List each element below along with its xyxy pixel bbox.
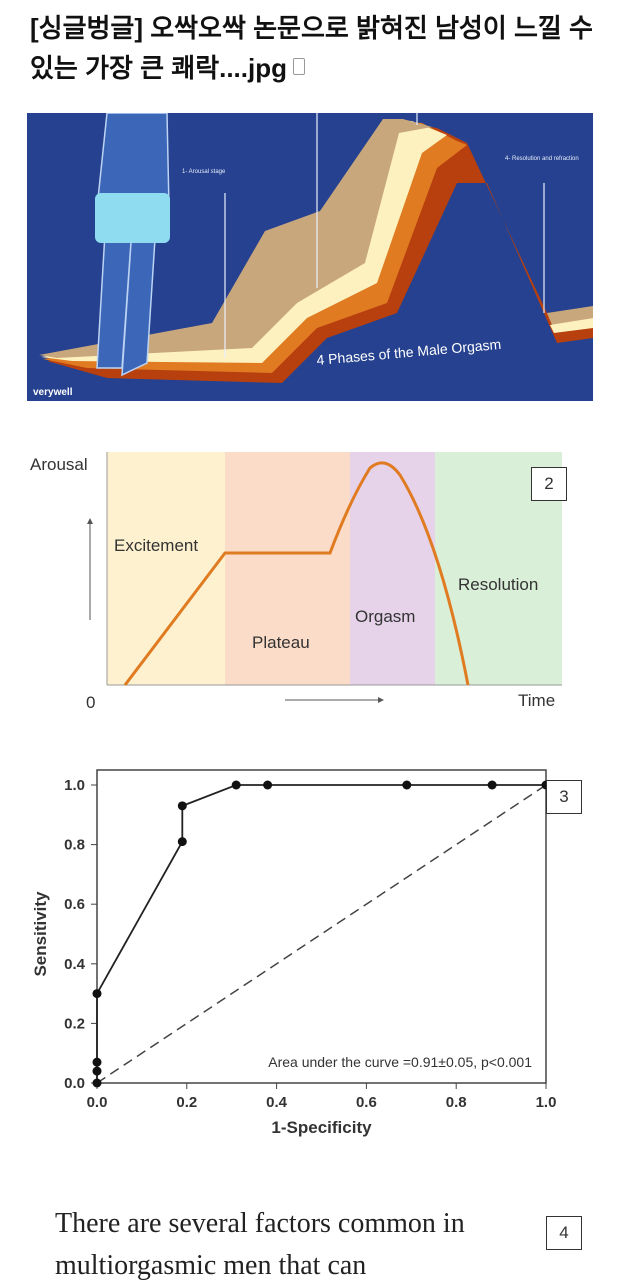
figure-number-4: 4 (546, 1216, 582, 1250)
roc-point (177, 837, 187, 847)
up-arrow-head (87, 518, 93, 524)
band-end-cream (550, 318, 593, 333)
roc-point (92, 1057, 102, 1067)
y-tick-label: 0.0 (64, 1075, 85, 1092)
post-title: [싱글벙글] 오싹오싹 논문으로 밝혀진 남성이 느낄 수 있는 가장 큰 쾌락… (30, 13, 593, 83)
right-arrow-head (378, 697, 384, 703)
band-end-tan (547, 306, 593, 325)
roc-point (231, 780, 241, 790)
roc-point (92, 1078, 102, 1088)
roc-point (92, 1066, 102, 1076)
roc-point (177, 801, 187, 811)
x-tick-label: 0.0 (87, 1094, 108, 1111)
y-tick-label: 0.8 (64, 837, 85, 854)
figure-number-2: 2 (531, 467, 567, 501)
band-tan (39, 119, 432, 358)
shorts (95, 193, 170, 243)
roc-point (487, 780, 497, 790)
x-tick-label: 0.2 (176, 1094, 197, 1111)
phase-band-excitement (107, 452, 225, 685)
y-tick-label: 0.2 (64, 1015, 85, 1032)
auc-annotation: Area under the curve =0.91±0.05, p<0.001 (268, 1054, 532, 1070)
figure-number-3: 3 (546, 780, 582, 814)
y-tick-label: 0.6 (64, 896, 85, 913)
phase-band-plateau (225, 452, 350, 685)
y-tick-label: 1.0 (64, 777, 85, 794)
male-orgasm-illustration: 1- Arousal stage 4- Resolution and refra… (27, 113, 593, 401)
article-text: There are several factors common in mult… (55, 1208, 465, 1281)
phase-label-resolution: Resolution (458, 575, 538, 594)
x-axis-label: 1-Specificity (271, 1118, 372, 1137)
man-figure (95, 113, 170, 377)
x-tick-label: 0.6 (356, 1094, 377, 1111)
phase-label-orgasm: Orgasm (355, 607, 415, 626)
label-resolution: 4- Resolution and refraction (505, 156, 579, 162)
y-label: Arousal (30, 455, 88, 474)
x-label: Time (518, 691, 555, 710)
phase-label-plateau: Plateau (252, 633, 310, 652)
verywell-logo: verywell (33, 387, 73, 398)
y-axis-label: Sensitivity (31, 891, 50, 977)
label-arousal: 1- Arousal stage (182, 169, 226, 175)
roc-point (263, 780, 273, 790)
phase-band-orgasm (350, 452, 435, 685)
leader-lines (224, 113, 545, 358)
x-tick-label: 1.0 (536, 1094, 557, 1111)
x-tick-label: 0.8 (446, 1094, 467, 1111)
roc-point (92, 989, 102, 999)
phase-label-excitement: Excitement (114, 536, 198, 555)
x-tick-label: 0.4 (266, 1094, 288, 1111)
plot-frame (96, 769, 547, 1084)
origin-label: 0 (86, 693, 95, 712)
reference-line (96, 784, 547, 1084)
roc-chart: 0.0 0.2 0.4 0.6 0.8 1.0 0.0 0.2 0.4 0.6 0.8 1.0 Area… (31, 769, 557, 1137)
y-tick-label: 0.4 (64, 956, 86, 973)
roc-point (402, 780, 412, 790)
arousal-line (123, 461, 470, 686)
mobile-phone-icon (293, 58, 305, 75)
